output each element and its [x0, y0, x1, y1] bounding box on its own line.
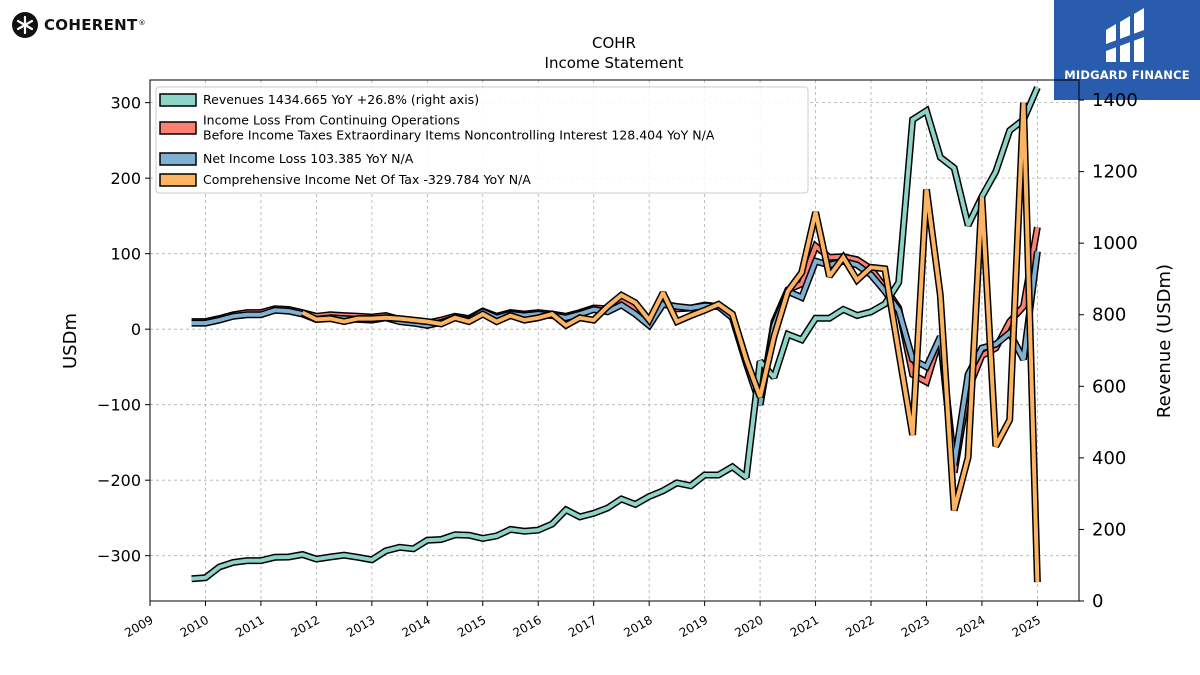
y-left-tick-label: −300: [97, 547, 141, 566]
y-right-tick-label: 1400: [1092, 90, 1138, 111]
legend-item-revenue: Revenues 1434.665 YoY +26.8% (right axis…: [159, 92, 479, 107]
y-right-tick-label: 400: [1092, 448, 1126, 469]
y-right-tick-label: 200: [1092, 519, 1126, 540]
legend-swatch: [159, 93, 197, 107]
y-right-tick-label: 1000: [1092, 233, 1138, 254]
y-right-tick-label: 800: [1092, 305, 1126, 326]
publisher-logo: MIDGARD FINANCE: [1054, 0, 1200, 100]
publisher-logo-text: MIDGARD FINANCE: [1064, 68, 1190, 82]
x-tick-label: 2011: [233, 613, 266, 640]
legend-swatch: [159, 152, 197, 166]
company-logo-mark: ®: [138, 19, 146, 27]
legend-item-income_cont_ops: Income Loss From Continuing Operations Be…: [159, 113, 715, 143]
series-line: [191, 86, 1040, 581]
x-tick-label: 2009: [122, 613, 155, 640]
legend: Revenues 1434.665 YoY +26.8% (right axis…: [155, 86, 809, 194]
legend-swatch: [159, 173, 197, 187]
y-right-tick-label: 1200: [1092, 162, 1138, 183]
y-axis-right-label: Revenue (USDm): [1154, 264, 1175, 418]
x-tick-label: 2013: [344, 613, 377, 640]
series-revenue: [191, 86, 1041, 583]
plot-frame: [149, 79, 1080, 602]
chart-title: COHR: [592, 34, 636, 52]
legend-item-comprehensive: Comprehensive Income Net Of Tax -329.784…: [159, 172, 531, 187]
y-right-tick-label: 600: [1092, 376, 1126, 397]
y-left-tick-label: 100: [110, 245, 141, 264]
y-left-tick-label: 300: [110, 94, 141, 113]
y-left-tick-label: −200: [97, 471, 141, 490]
x-tick-label: 2021: [788, 613, 821, 640]
legend-label: Revenues 1434.665 YoY +26.8% (right axis…: [203, 92, 479, 107]
x-tick-label: 2010: [178, 613, 211, 640]
x-tick-label: 2025: [1010, 613, 1043, 640]
x-tick-label: 2012: [289, 613, 322, 640]
publisher-logo-icon: [1106, 8, 1144, 62]
x-tick-label: 2016: [510, 613, 543, 640]
series-comprehensive: [300, 102, 1041, 583]
y-left-tick-label: −100: [97, 396, 141, 415]
y-left-tick-label: 0: [131, 320, 141, 339]
series-layer: [191, 86, 1041, 583]
x-tick-label: 2015: [455, 613, 488, 640]
company-logo-icon: [12, 12, 38, 38]
series-line: [301, 102, 1040, 583]
legend-label: Net Income Loss 103.385 YoY N/A: [203, 151, 414, 166]
y-left-tick-label: 200: [110, 169, 141, 188]
legend-label: Comprehensive Income Net Of Tax -329.784…: [203, 172, 531, 187]
x-tick-label: 2020: [732, 613, 765, 640]
x-tick-label: 2017: [566, 613, 599, 640]
legend-label: Income Loss From Continuing Operations Be…: [203, 113, 715, 143]
legend-item-net_income: Net Income Loss 103.385 YoY N/A: [159, 151, 414, 166]
chart-subtitle: Income Statement: [545, 54, 684, 72]
x-tick-label: 2014: [400, 613, 433, 640]
company-logo-text: COHERENT: [44, 16, 138, 34]
legend-box: [155, 86, 809, 194]
y-axis-left-label: USDm: [60, 313, 81, 369]
company-logo: COHERENT ®: [10, 10, 146, 40]
y-right-tick-label: 0: [1092, 591, 1103, 612]
legend-swatch: [159, 121, 197, 135]
x-tick-label: 2024: [954, 613, 987, 640]
x-tick-label: 2023: [899, 613, 932, 640]
x-tick-label: 2022: [843, 613, 876, 640]
x-tick-label: 2019: [677, 613, 710, 640]
x-tick-label: 2018: [621, 613, 654, 640]
